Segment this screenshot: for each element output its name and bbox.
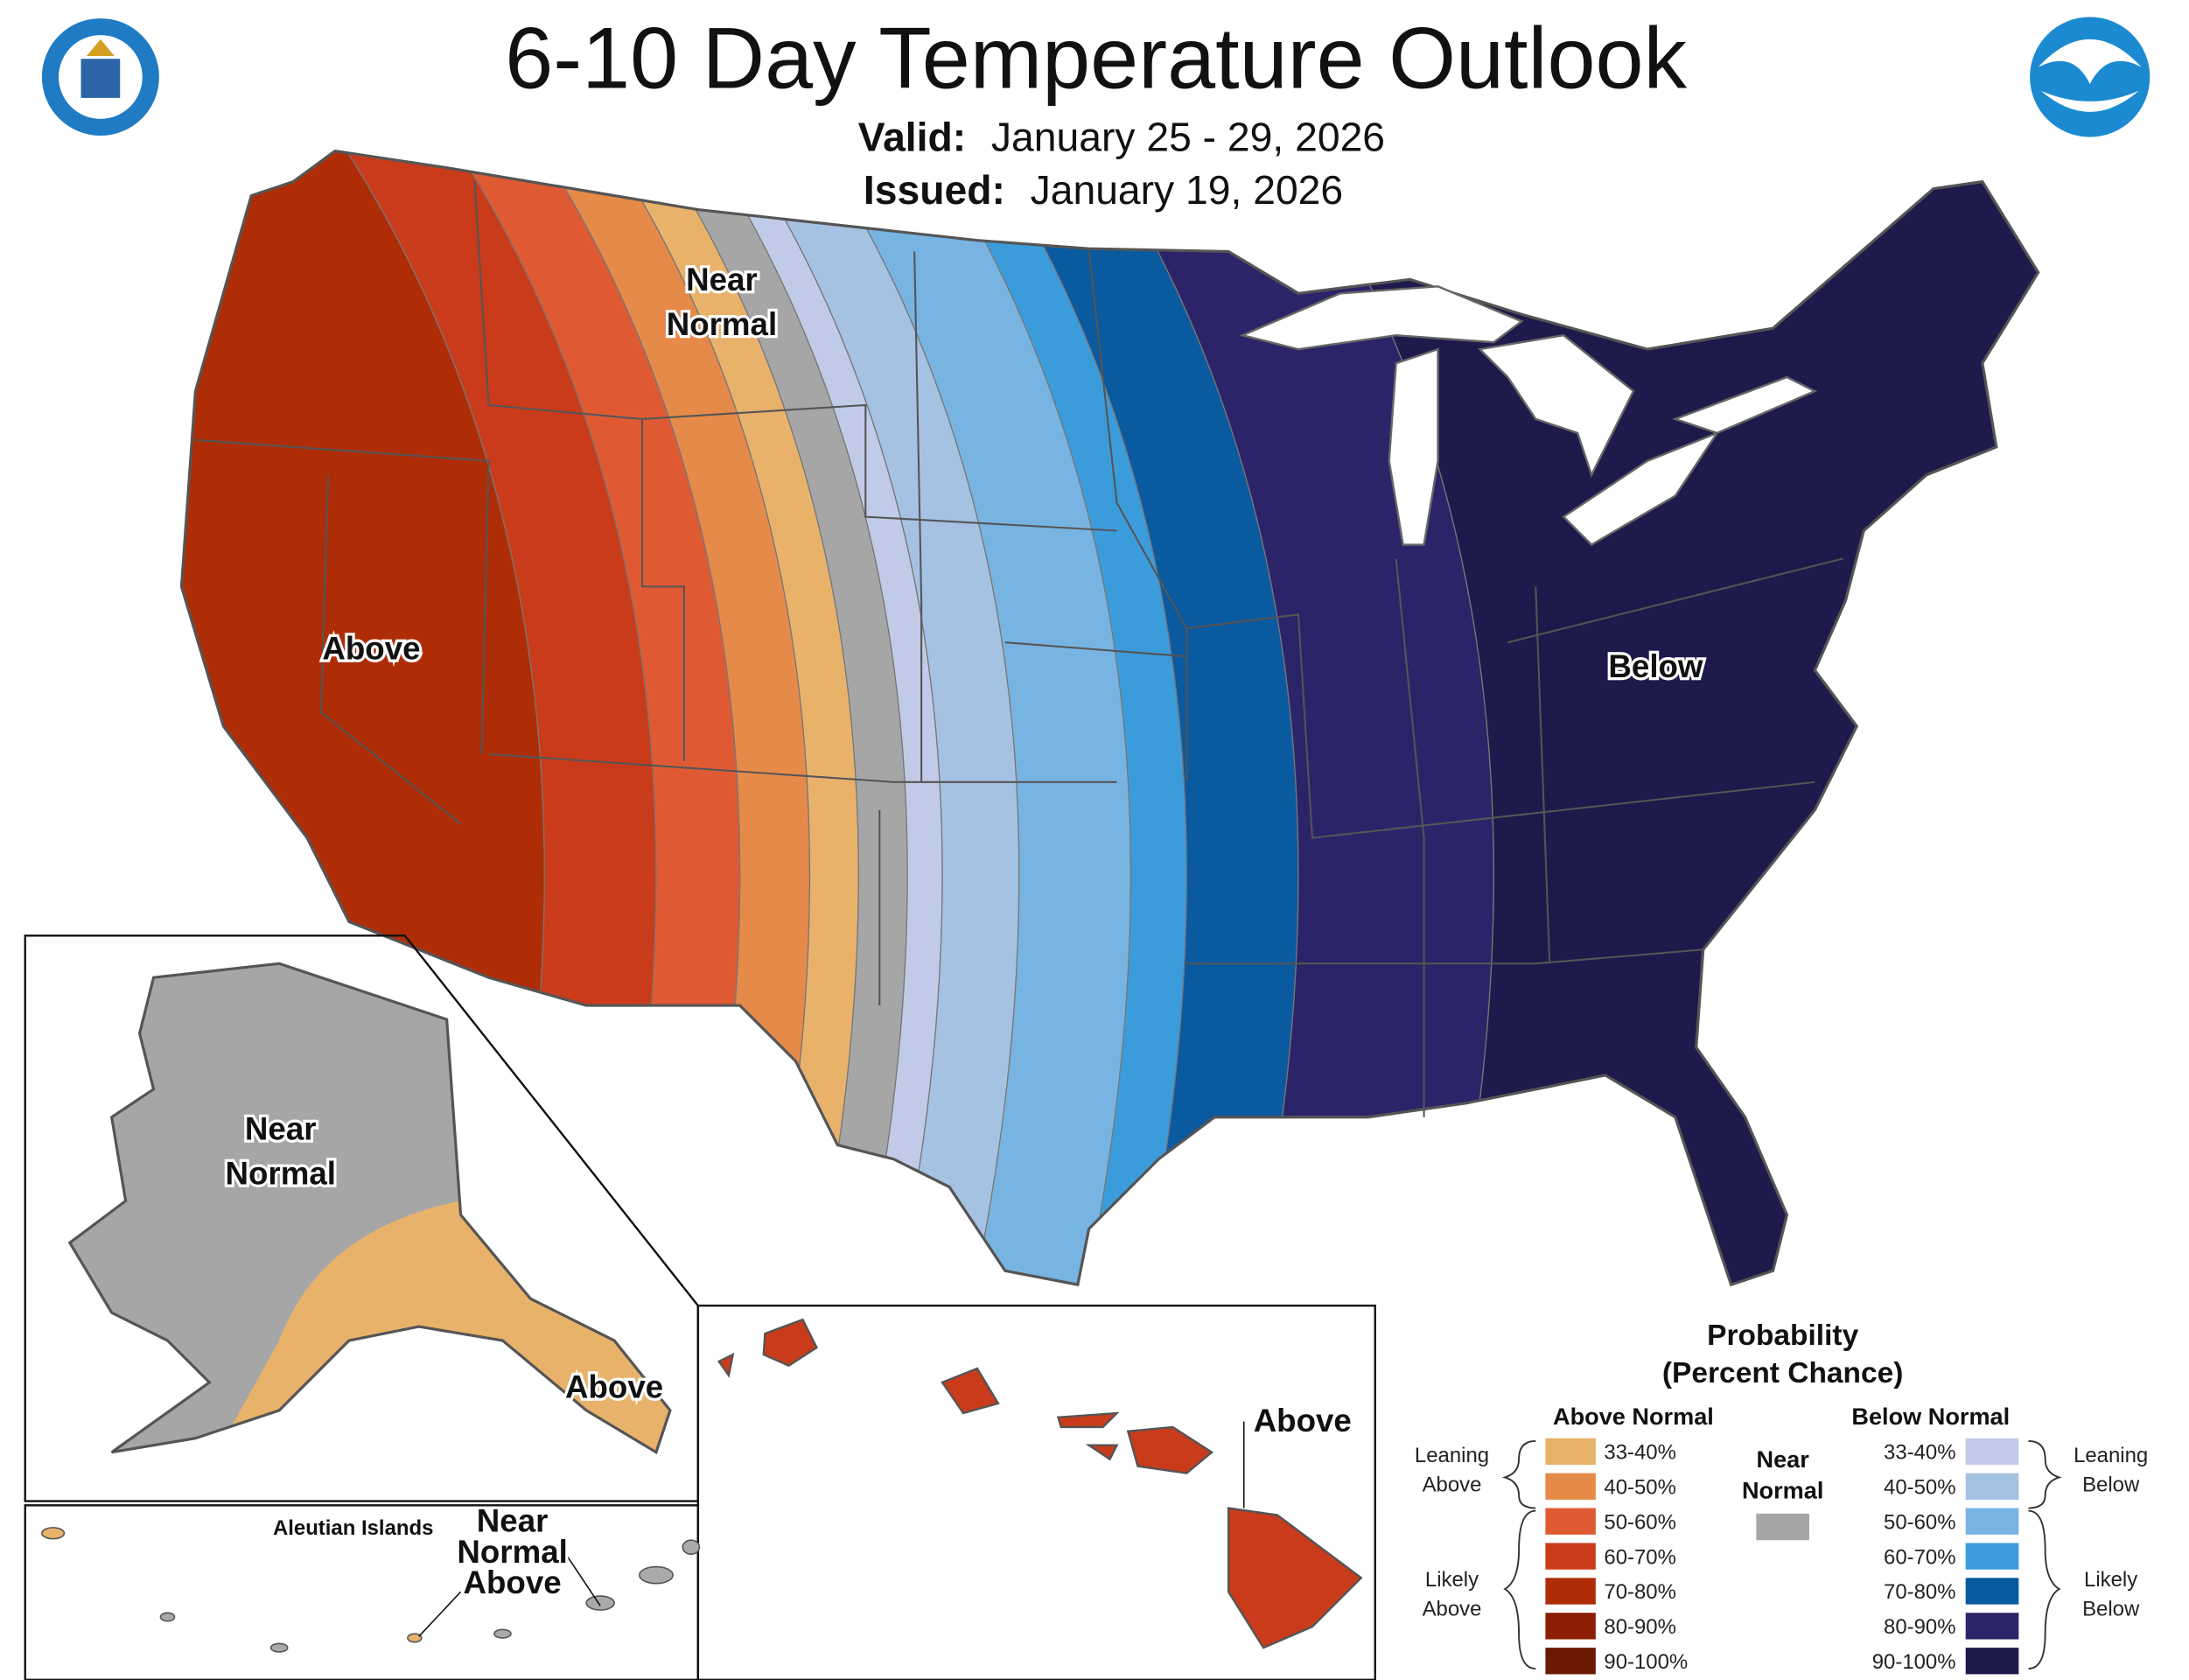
- legend-swatch: [1545, 1543, 1596, 1570]
- legend-label: 60-70%: [1604, 1545, 1675, 1569]
- legend-swatch: [1756, 1513, 1809, 1541]
- legend-group: Below: [2082, 1597, 2140, 1620]
- legend-swatch: [1545, 1648, 1596, 1675]
- map-label: Above: [1254, 1403, 1352, 1438]
- legend-bracket: [2028, 1509, 2061, 1670]
- legend-swatch: [1965, 1508, 2019, 1535]
- legend-title: (Percent Chance): [1662, 1357, 1904, 1390]
- legend-label: 90-100%: [1604, 1650, 1688, 1674]
- legend-group: Likely: [1425, 1568, 1479, 1592]
- legend-label: 33-40%: [1604, 1441, 1675, 1465]
- legend-label: 40-50%: [1884, 1476, 1955, 1500]
- legend-swatch: [1965, 1473, 2019, 1500]
- commerce-seal: [41, 18, 159, 136]
- legend-label: 33-40%: [1884, 1441, 1955, 1465]
- hawaii-islands: [717, 1318, 1363, 1649]
- map-label: Normal: [457, 1534, 567, 1570]
- legend-swatch: [1545, 1578, 1596, 1605]
- legend-bracket: [1503, 1509, 1536, 1670]
- issued-label: Issued:: [864, 167, 1005, 213]
- legend-swatch: [1965, 1543, 2019, 1570]
- legend-label: 90-100%: [1872, 1650, 1956, 1674]
- legend-swatch: [1545, 1508, 1596, 1535]
- legend-swatch: [1545, 1473, 1596, 1500]
- legend-swatch: [1965, 1438, 2019, 1466]
- legend-label: 60-70%: [1884, 1545, 1955, 1569]
- state-lines: [195, 181, 1843, 1117]
- legend-label: 50-60%: [1884, 1510, 1955, 1534]
- leader-line: [418, 1542, 601, 1637]
- legend-swatch: [1965, 1648, 2019, 1675]
- legend-label: 50-60%: [1604, 1510, 1675, 1534]
- aleutian-islands: [41, 1527, 701, 1653]
- legend-swatch: [1965, 1613, 2019, 1640]
- noaa-text: NOAA: [2063, 43, 2116, 63]
- map-label: Near: [477, 1503, 549, 1539]
- legend-label: Near: [1757, 1446, 1810, 1473]
- legend-label: 70-80%: [1884, 1580, 1955, 1604]
- legend-title: Probability: [1707, 1320, 1858, 1352]
- legend-label: 40-50%: [1604, 1476, 1675, 1500]
- legend-heading: Above Normal: [1553, 1403, 1714, 1430]
- legend-group: Above: [1423, 1597, 1482, 1620]
- legend-group: Above: [1423, 1473, 1482, 1496]
- legend-bracket: [1501, 1439, 1536, 1509]
- legend-bracket: [2028, 1439, 2062, 1509]
- legend-group: Below: [2082, 1473, 2140, 1496]
- map-label: Normal: [667, 306, 777, 342]
- great-lakes: [1239, 285, 1818, 547]
- map-label: Above: [464, 1564, 562, 1600]
- map-label: Above: [322, 630, 420, 666]
- valid-dates: January 25 - 29, 2026: [991, 115, 1385, 160]
- map-label: Aleutian Islands: [273, 1516, 433, 1540]
- legend-group: Likely: [2084, 1568, 2137, 1592]
- map-label: Above: [565, 1368, 663, 1404]
- map-label: Below: [1608, 648, 1703, 684]
- map-label: Near: [245, 1110, 317, 1146]
- legend-label: 80-90%: [1604, 1615, 1675, 1639]
- map-label: Near: [686, 262, 758, 298]
- issued-date: January 19, 2026: [1031, 167, 1344, 213]
- legend-group: Leaning: [2074, 1444, 2148, 1467]
- noaa-logo: NOAA: [2030, 17, 2151, 137]
- legend-swatch: [1545, 1438, 1596, 1466]
- legend-label: 80-90%: [1884, 1615, 1955, 1639]
- legend-label: 70-80%: [1604, 1580, 1675, 1604]
- legend-swatch: [1965, 1578, 2019, 1605]
- legend-label: Normal: [1742, 1476, 1823, 1503]
- valid-label: Valid:: [858, 115, 966, 160]
- legend-heading: Below Normal: [1851, 1403, 2010, 1430]
- legend-swatch: [1545, 1613, 1596, 1640]
- map-label: Normal: [226, 1155, 336, 1191]
- legend-group: Leaning: [1415, 1444, 1489, 1467]
- title: 6-10 Day Temperature Outlook: [505, 10, 1687, 107]
- alaska-inset: [24, 934, 700, 1502]
